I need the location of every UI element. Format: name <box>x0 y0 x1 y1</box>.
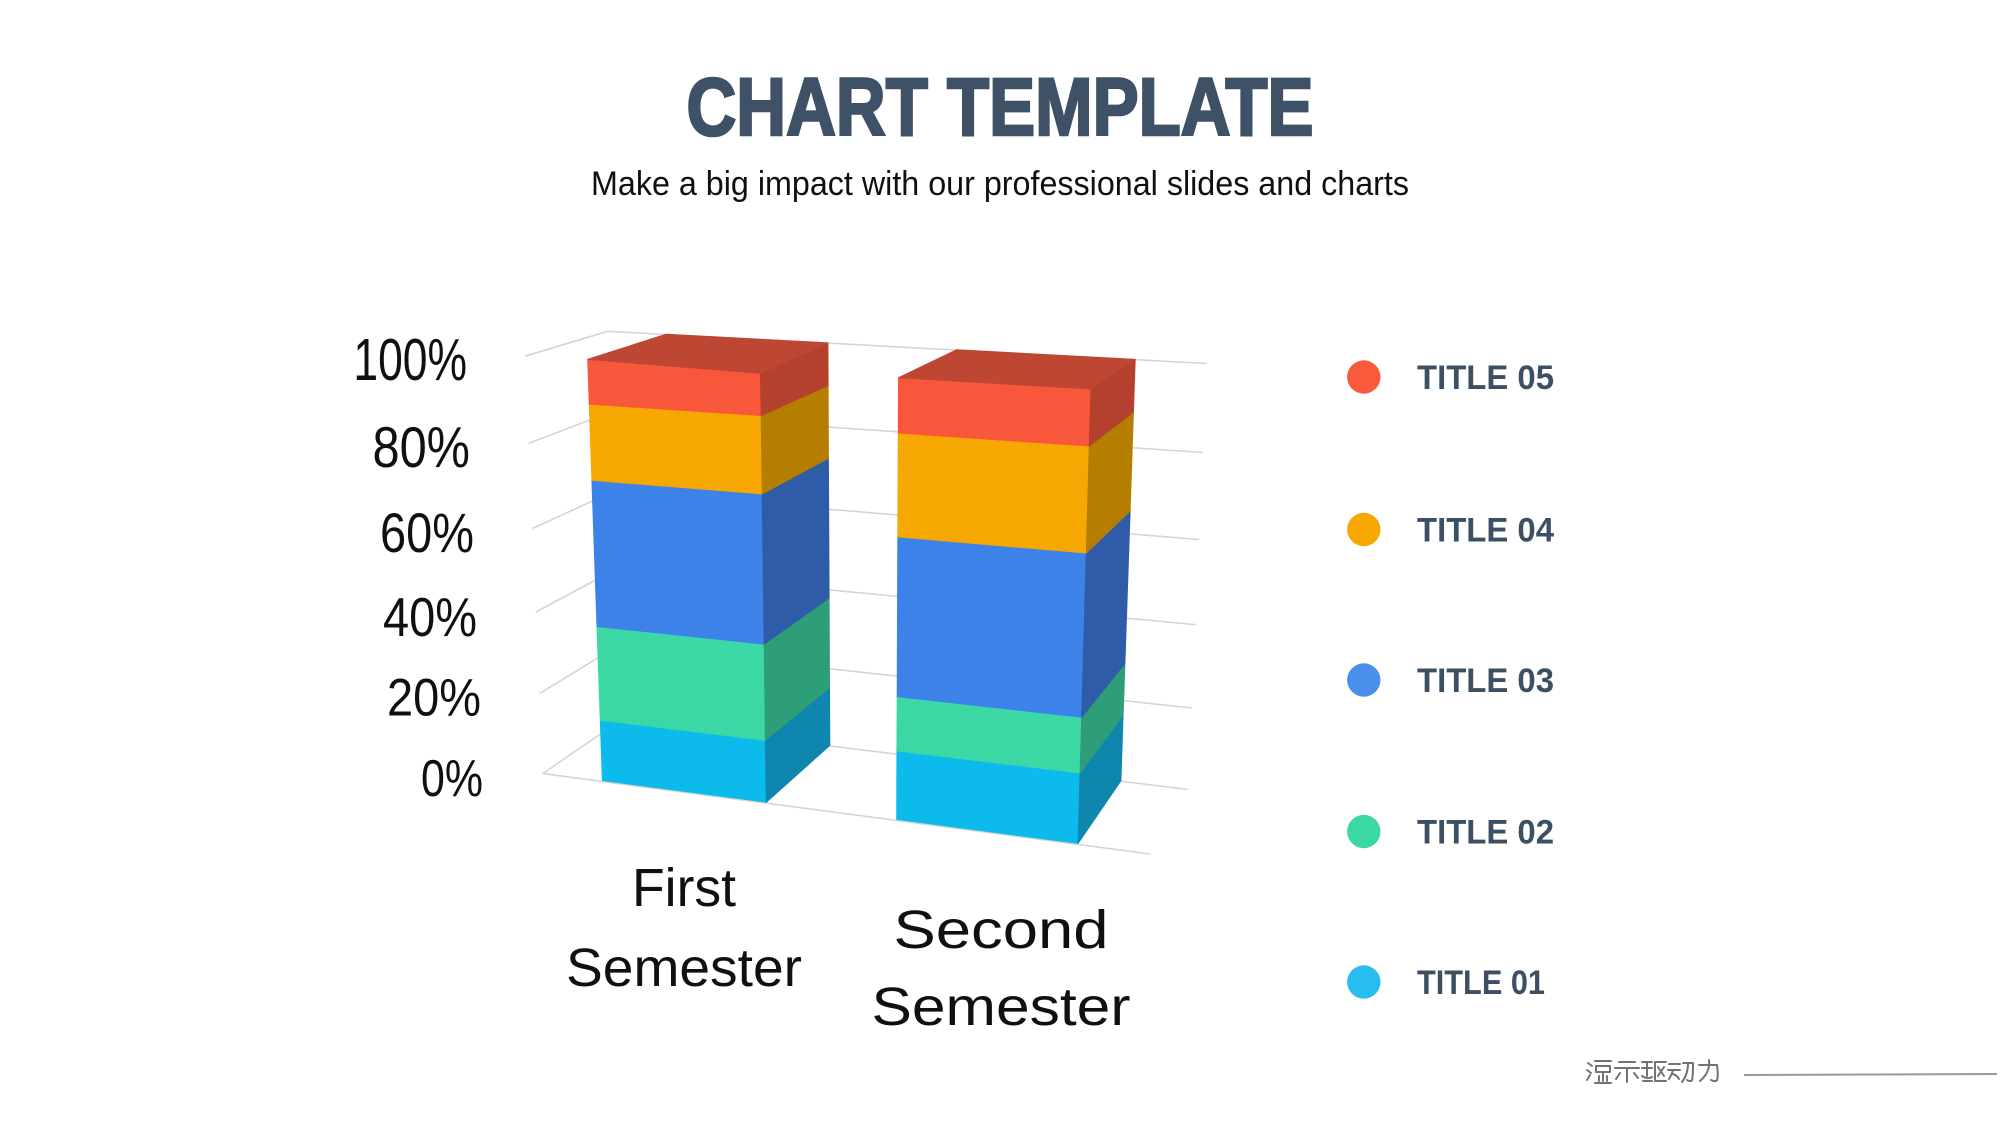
svg-text:20%: 20% <box>387 669 481 728</box>
svg-text:CHART TEMPLATE: CHART TEMPLATE <box>687 62 1314 153</box>
svg-text:TITLE 02: TITLE 02 <box>1417 814 1554 852</box>
svg-text:60%: 60% <box>380 501 474 564</box>
svg-text:TITLE 05: TITLE 05 <box>1417 359 1554 397</box>
svg-text:Semester: Semester <box>872 977 1131 1037</box>
svg-text:TITLE 01: TITLE 01 <box>1417 964 1545 1002</box>
svg-text:40%: 40% <box>383 587 477 648</box>
svg-text:100%: 100% <box>353 327 467 393</box>
svg-text:80%: 80% <box>373 416 471 480</box>
svg-text:TITLE 04: TITLE 04 <box>1417 512 1554 550</box>
svg-text:0%: 0% <box>421 749 483 807</box>
svg-text:Semester: Semester <box>566 938 802 998</box>
svg-text:TITLE 03: TITLE 03 <box>1417 662 1554 700</box>
svg-text:Second: Second <box>894 900 1109 960</box>
svg-text:Make a big impact with our pro: Make a big impact with our professional … <box>591 165 1409 203</box>
svg-text:First: First <box>632 858 736 918</box>
